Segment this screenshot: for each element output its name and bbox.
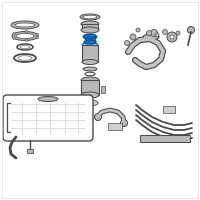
Circle shape [151,29,158,36]
Bar [85,36,95,42]
Bar [27,149,33,153]
Bar [82,45,98,62]
Bar [101,86,105,93]
Ellipse shape [18,56,32,60]
Circle shape [176,31,180,35]
FancyBboxPatch shape [3,95,93,141]
Ellipse shape [15,23,35,27]
Ellipse shape [143,34,159,40]
Ellipse shape [81,27,99,33]
Ellipse shape [81,92,99,98]
Circle shape [13,32,15,35]
Bar [140,135,190,142]
Bar [82,24,98,30]
Ellipse shape [83,67,97,71]
Circle shape [124,40,130,46]
Bar [81,80,99,95]
Circle shape [167,32,177,42]
Ellipse shape [12,31,38,40]
Ellipse shape [20,46,30,48]
Circle shape [95,114,102,120]
Circle shape [155,33,159,37]
Circle shape [120,119,128,127]
Bar [108,123,122,130]
Circle shape [146,30,152,36]
Ellipse shape [83,34,97,40]
Ellipse shape [82,100,98,106]
Circle shape [162,29,168,34]
Ellipse shape [11,21,39,29]
Circle shape [130,34,136,40]
Ellipse shape [83,15,97,19]
Circle shape [36,36,39,39]
Bar [163,106,175,113]
Circle shape [25,31,28,33]
Circle shape [36,33,39,36]
Circle shape [188,26,194,33]
Circle shape [13,37,15,40]
Ellipse shape [16,33,34,38]
Ellipse shape [82,60,98,64]
Circle shape [25,39,28,41]
Circle shape [170,35,174,39]
Ellipse shape [38,97,58,102]
Circle shape [136,28,140,32]
Ellipse shape [84,34,96,38]
Ellipse shape [80,14,100,20]
Ellipse shape [81,21,99,27]
Ellipse shape [82,43,98,47]
Ellipse shape [84,40,96,44]
Ellipse shape [81,77,99,83]
